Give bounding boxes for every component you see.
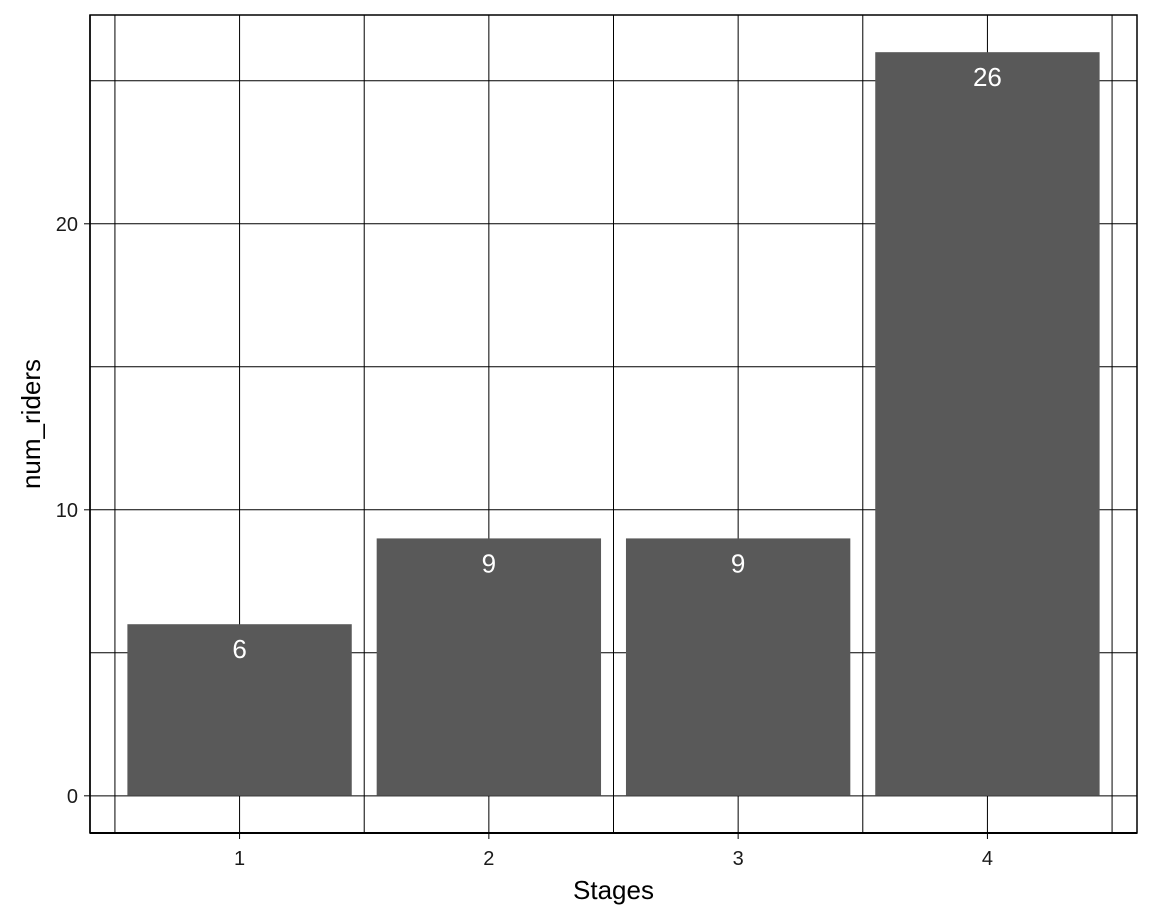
bar-2 (376, 538, 602, 796)
y-tick-label: 10 (56, 500, 78, 522)
bar-labels: 6 9 9 26 (232, 62, 1002, 664)
y-axis-title: num_riders (16, 359, 46, 489)
y-tick-label: 0 (67, 786, 78, 808)
x-tick-label: 3 (733, 848, 744, 870)
y-tick-label: 20 (56, 214, 78, 236)
x-tick-label: 2 (483, 848, 494, 870)
bar-label-1: 6 (232, 634, 246, 664)
bar-1 (127, 624, 352, 796)
x-tick-label: 1 (234, 848, 245, 870)
bar-label-2: 9 (482, 548, 496, 578)
bar-4 (875, 52, 1100, 796)
bar-label-3: 9 (731, 548, 745, 578)
bar-label-4: 26 (973, 62, 1002, 92)
x-axis-title: Stages (573, 875, 654, 905)
x-tick-label: 4 (982, 848, 993, 870)
axis-ticks: 0 10 20 1 2 3 4 (56, 15, 1137, 870)
bars (127, 52, 1100, 796)
bar-3 (625, 538, 851, 796)
